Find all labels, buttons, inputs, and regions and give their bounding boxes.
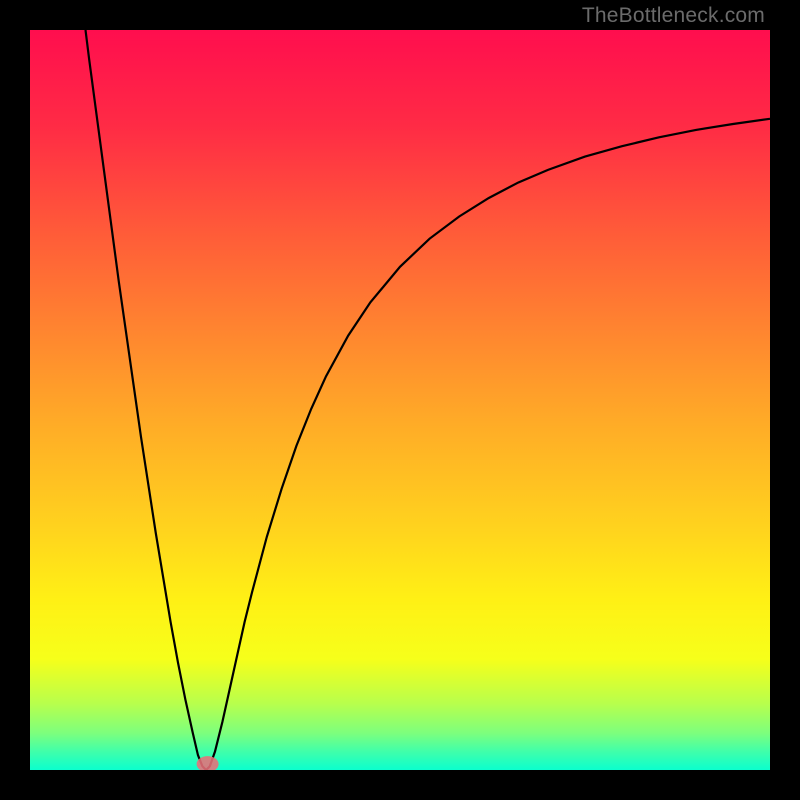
- source-watermark: TheBottleneck.com: [582, 4, 765, 28]
- bottleneck-curve: [86, 30, 771, 770]
- plot-area: [30, 30, 770, 770]
- bottleneck-curve-layer: [30, 30, 770, 770]
